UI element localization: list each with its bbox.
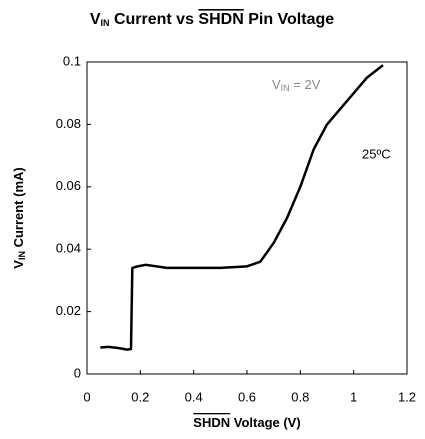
- y-tick-label: 0: [74, 365, 81, 380]
- x-tick-label: 0.6: [238, 389, 256, 404]
- annotation: VIN = 2V: [272, 77, 321, 93]
- y-axis-label: VIN Current (mA): [11, 167, 27, 268]
- y-tick-label: 0.02: [56, 303, 81, 318]
- annotation: 25ºC: [362, 146, 391, 161]
- x-tick-label: 1: [350, 389, 357, 404]
- y-tick-label: 0.04: [56, 241, 81, 256]
- y-tick-label: 0.06: [56, 178, 81, 193]
- x-tick-label: 0: [83, 389, 90, 404]
- chart-title: VIN Current vs SHDN Pin Voltage: [90, 11, 334, 28]
- x-tick-label: 0.4: [185, 389, 203, 404]
- data-line: [100, 64, 384, 351]
- y-tick-label: 0.08: [56, 116, 81, 131]
- x-tick-label: 0.8: [291, 389, 309, 404]
- x-tick-label: 0.2: [131, 389, 149, 404]
- x-axis-label: SHDN Voltage (V): [193, 415, 300, 430]
- plot-frame: [86, 61, 408, 375]
- x-tick-label: 1.2: [398, 389, 416, 404]
- y-tick-label: 0.1: [63, 53, 81, 68]
